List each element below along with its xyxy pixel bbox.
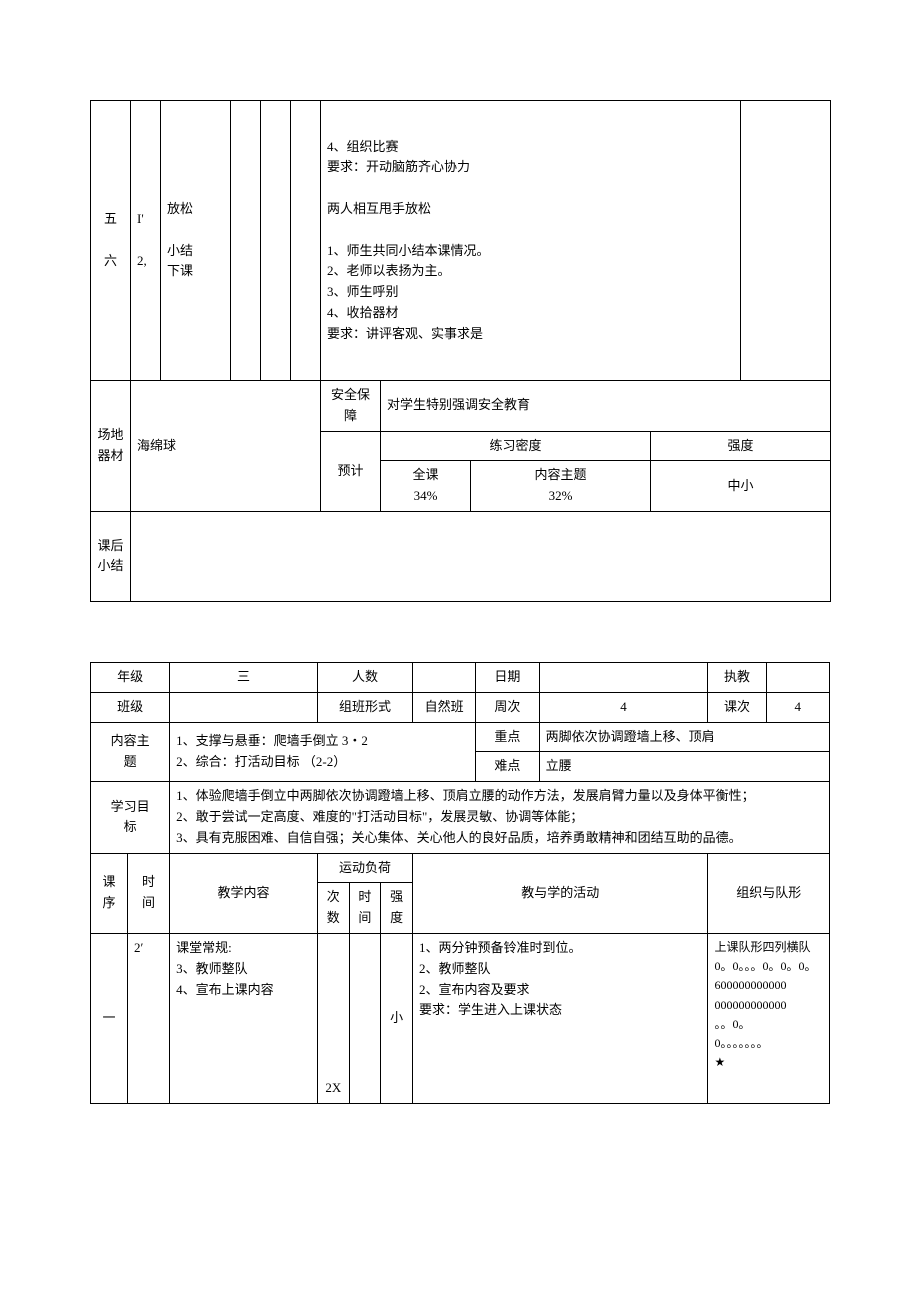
venue-equipment-label: 场地 器材	[91, 381, 131, 512]
keypoint-label: 重点	[476, 722, 539, 752]
topic-value: 1、支撑与悬垂：爬墙手倒立 3・2 2、综合：打活动目标 （2-2）	[170, 722, 476, 782]
week-label: 周次	[476, 692, 539, 722]
ltime-header: 时 间	[349, 883, 381, 934]
content-value: 课堂常规: 3、教师整队 4、宣布上课内容	[170, 933, 318, 1103]
safety-label: 安全保障	[321, 381, 381, 432]
content-topic-label: 内容主题 32%	[471, 461, 651, 512]
form-value: 自然班	[412, 692, 475, 722]
org-header: 组织与队形	[708, 853, 830, 933]
content-val: 32%	[477, 486, 644, 507]
org-value: 上课队形四列横队 0。0。。。0。0。0。 600000000000 00000…	[708, 933, 830, 1103]
teacher-value	[766, 662, 829, 692]
full-class-label: 全课 34%	[381, 461, 471, 512]
content-text: 内容主题	[477, 465, 644, 486]
date-value	[539, 662, 708, 692]
goal-value: 1、体验爬墙手倒立中两脚依次协调蹬墙上移、顶肩立腰的动作方法，发展肩臂力量以及身…	[170, 782, 830, 853]
class-value	[170, 692, 318, 722]
blank-cell	[261, 101, 291, 381]
form-label: 组班形式	[317, 692, 412, 722]
count-value: 2X	[317, 933, 349, 1103]
grade-value: 三	[170, 662, 318, 692]
equipment-value: 海绵球	[131, 381, 321, 512]
ltime-value	[349, 933, 381, 1103]
col2: I' 2,	[131, 101, 161, 381]
num-label: 人数	[317, 662, 412, 692]
activity-value: 1、两分钟预备铃准时到位。 2、教师整队 2、宣布内容及要求 要求：学生进入上课…	[412, 933, 708, 1103]
activity-header: 教与学的活动	[412, 853, 708, 933]
inten-header: 强 度	[381, 883, 413, 934]
goal-label: 学习目 标	[91, 782, 170, 853]
forecast-label: 预计	[321, 431, 381, 511]
lesson-summary-table: 五 六 I' 2, 放松 小结 下课 4、组织比赛 要求：开动脑筋齐心协力 两人…	[90, 100, 831, 602]
num-value	[412, 662, 475, 692]
load-header: 运动负荷	[317, 853, 412, 883]
time-header: 时 间	[127, 853, 169, 933]
intensity-value: 中小	[651, 461, 831, 512]
difficulty-label: 难点	[476, 752, 539, 782]
full-class-text: 全课	[387, 465, 464, 486]
seq-header: 课 序	[91, 853, 128, 933]
blank-cell	[291, 101, 321, 381]
grade-label: 年级	[91, 662, 170, 692]
lesson-value: 4	[766, 692, 829, 722]
week-value: 4	[539, 692, 708, 722]
blank-cell	[741, 101, 831, 381]
content-header: 教学内容	[170, 853, 318, 933]
activity-name: 放松 小结 下课	[161, 101, 231, 381]
date-label: 日期	[476, 662, 539, 692]
post-class-summary-value	[131, 511, 831, 601]
lesson-label: 课次	[708, 692, 766, 722]
seq-value: 一	[91, 933, 128, 1103]
difficulty-value: 立腰	[539, 752, 829, 782]
teacher-label: 执教	[708, 662, 766, 692]
post-class-summary-label: 课后 小结	[91, 511, 131, 601]
blank-cell	[231, 101, 261, 381]
keypoint-value: 两脚依次协调蹬墙上移、顶肩	[539, 722, 829, 752]
section-number: 五 六	[91, 101, 131, 381]
safety-value: 对学生特别强调安全教育	[381, 381, 831, 432]
full-class-val: 34%	[387, 486, 464, 507]
count-header: 次 数	[317, 883, 349, 934]
density-label: 练习密度	[381, 431, 651, 461]
class-label: 班级	[91, 692, 170, 722]
activity-description: 4、组织比赛 要求：开动脑筋齐心协力 两人相互甩手放松 1、师生共同小结本课情况…	[321, 101, 741, 381]
inten-value: 小	[381, 933, 413, 1103]
lesson-plan-table: 年级 三 人数 日期 执教 班级 组班形式 自然班 周次 4 课次 4 内容主 …	[90, 662, 830, 1104]
intensity-label: 强度	[651, 431, 831, 461]
time-value: 2′	[127, 933, 169, 1103]
topic-label: 内容主 题	[91, 722, 170, 782]
